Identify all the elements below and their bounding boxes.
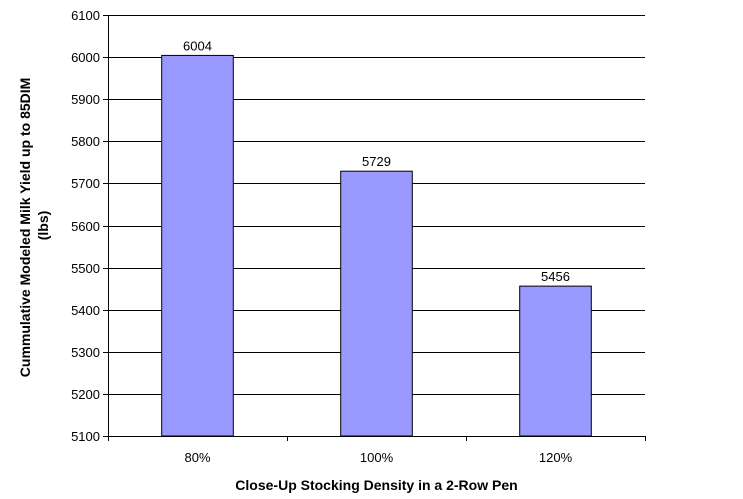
y-tick-label: 5700 bbox=[71, 176, 100, 191]
x-tick-labels: 80% 100% 120% bbox=[184, 450, 572, 465]
data-labels: 6004 5729 5456 bbox=[183, 38, 570, 284]
x-tick-label: 120% bbox=[539, 450, 573, 465]
y-tick-label: 5100 bbox=[71, 429, 100, 444]
y-tick-label: 6000 bbox=[71, 50, 100, 65]
data-label: 5456 bbox=[541, 269, 570, 284]
bar bbox=[161, 54, 234, 437]
x-axis-title: Close-Up Stocking Density in a 2-Row Pen bbox=[235, 477, 517, 493]
y-tick-labels: 5100 5200 5300 5400 5500 5600 5700 5800 5900 6000… bbox=[71, 8, 100, 444]
x-tick-label: 80% bbox=[184, 450, 210, 465]
data-label: 5729 bbox=[362, 154, 391, 169]
y-axis-title: Cummulative Modeled Milk Yield up to 85D… bbox=[17, 74, 51, 377]
y-tick-label: 5900 bbox=[71, 92, 100, 107]
y-tick-label: 6100 bbox=[71, 8, 100, 23]
axes bbox=[103, 15, 646, 441]
y-tick-label: 5300 bbox=[71, 345, 100, 360]
data-label: 6004 bbox=[183, 38, 212, 53]
bar bbox=[340, 170, 413, 437]
y-tick-label: 5500 bbox=[71, 261, 100, 276]
x-tick-label: 100% bbox=[360, 450, 394, 465]
y-tick-label: 5200 bbox=[71, 387, 100, 402]
bars bbox=[161, 54, 592, 437]
y-axis-title-line-2: (lbs) bbox=[35, 211, 51, 241]
y-axis-title-line-1: Cummulative Modeled Milk Yield up to 85D… bbox=[17, 78, 33, 378]
y-tick-label: 5800 bbox=[71, 134, 100, 149]
y-tick-label: 5600 bbox=[71, 219, 100, 234]
y-tick-label: 5400 bbox=[71, 303, 100, 318]
bar bbox=[519, 285, 592, 437]
